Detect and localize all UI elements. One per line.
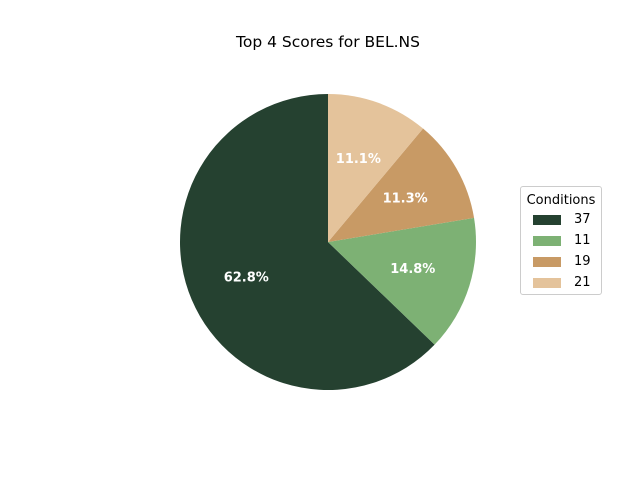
pie-slices xyxy=(180,94,476,390)
legend-item-11: 11 xyxy=(533,233,599,249)
pie-slice-11 xyxy=(328,217,476,345)
pie-labels: 62.8% 14.8% 11.3% 11.1% xyxy=(224,152,436,285)
pie-slice-19 xyxy=(328,128,475,242)
legend-swatch xyxy=(533,278,561,288)
legend-label: 37 xyxy=(574,212,591,227)
legend-item-21: 21 xyxy=(533,275,599,291)
pie-slice-37 xyxy=(180,94,435,390)
legend-label: 21 xyxy=(574,275,591,290)
legend: Conditions 37 11 19 21 xyxy=(520,186,602,295)
slice-pct-label-21: 11.1% xyxy=(336,152,381,167)
legend-swatch xyxy=(533,236,561,246)
slice-pct-label-19: 11.3% xyxy=(383,192,428,207)
slice-pct-label-37: 62.8% xyxy=(224,270,269,285)
chart-title: Top 4 Scores for BEL.NS xyxy=(236,33,420,51)
legend-swatch xyxy=(533,257,561,267)
legend-title: Conditions xyxy=(526,193,596,208)
legend-label: 11 xyxy=(574,233,591,248)
legend-swatch xyxy=(533,215,561,225)
pie-slice-21 xyxy=(328,94,424,242)
legend-item-19: 19 xyxy=(533,254,599,270)
legend-item-37: 37 xyxy=(533,212,599,228)
slice-pct-label-11: 14.8% xyxy=(390,262,435,277)
legend-label: 19 xyxy=(574,254,591,269)
